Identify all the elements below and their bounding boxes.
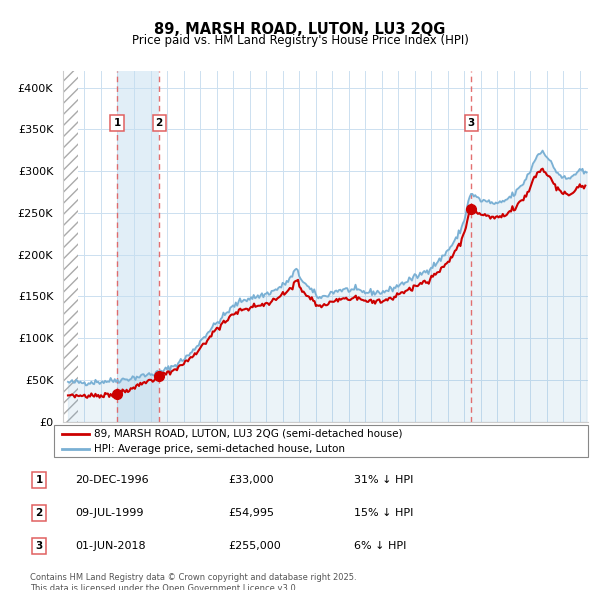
Text: 1: 1 <box>113 117 121 127</box>
Text: 2: 2 <box>35 509 43 518</box>
Text: 01-JUN-2018: 01-JUN-2018 <box>75 542 146 551</box>
Text: 15% ↓ HPI: 15% ↓ HPI <box>354 509 413 518</box>
Text: 3: 3 <box>467 117 475 127</box>
Text: 6% ↓ HPI: 6% ↓ HPI <box>354 542 406 551</box>
Text: 89, MARSH ROAD, LUTON, LU3 2QG: 89, MARSH ROAD, LUTON, LU3 2QG <box>154 22 446 37</box>
Text: 2: 2 <box>155 117 163 127</box>
Text: £54,995: £54,995 <box>228 509 274 518</box>
Text: £255,000: £255,000 <box>228 542 281 551</box>
Text: HPI: Average price, semi-detached house, Luton: HPI: Average price, semi-detached house,… <box>94 444 345 454</box>
FancyBboxPatch shape <box>54 425 588 457</box>
Bar <box>117 71 159 422</box>
Text: 3: 3 <box>35 542 43 551</box>
Text: 31% ↓ HPI: 31% ↓ HPI <box>354 475 413 484</box>
Text: £33,000: £33,000 <box>228 475 274 484</box>
Text: 20-DEC-1996: 20-DEC-1996 <box>75 475 149 484</box>
Bar <box>63 71 77 422</box>
Text: 09-JUL-1999: 09-JUL-1999 <box>75 509 143 518</box>
Text: 1: 1 <box>35 475 43 484</box>
Text: Price paid vs. HM Land Registry's House Price Index (HPI): Price paid vs. HM Land Registry's House … <box>131 34 469 47</box>
Text: Contains HM Land Registry data © Crown copyright and database right 2025.
This d: Contains HM Land Registry data © Crown c… <box>30 573 356 590</box>
Text: 89, MARSH ROAD, LUTON, LU3 2QG (semi-detached house): 89, MARSH ROAD, LUTON, LU3 2QG (semi-det… <box>94 428 403 438</box>
